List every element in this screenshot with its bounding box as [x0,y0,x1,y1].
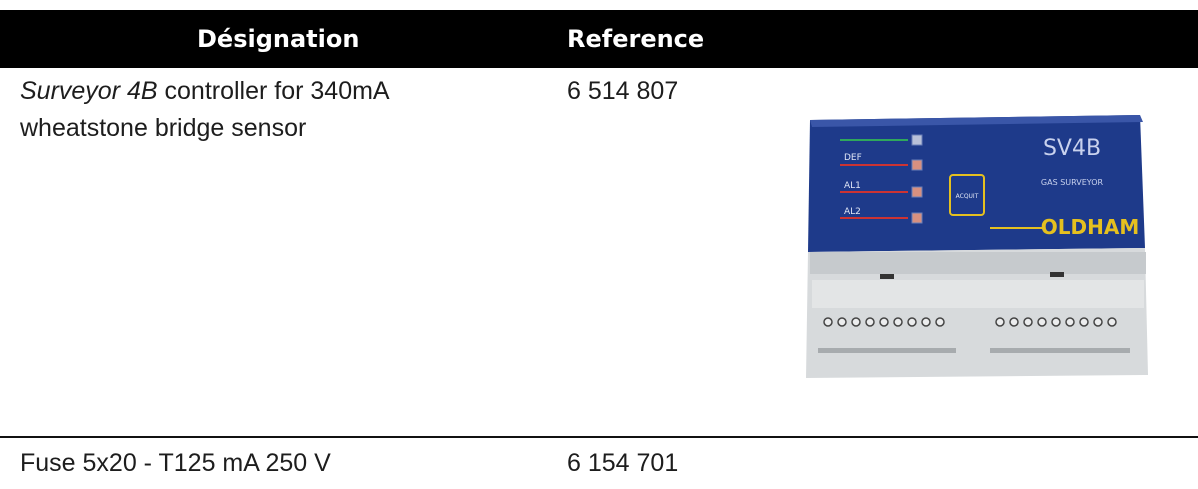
led-label-def: DEF [844,153,862,163]
acquit-button [949,174,985,216]
controller-device-image: DEF AL1 AL2 ACQUIT SV4B GAS SURVEYOR OLD… [806,115,1148,378]
device-subtitle: GAS SURVEYOR [1041,178,1104,187]
designation-cell: Fuse 5x20 - T125 mA 250 V [20,449,331,477]
acquit-label: ACQUIT [956,193,979,200]
header-reference: Reference [567,25,705,53]
header-designation: Désignation [197,25,360,53]
product-name: Surveyor 4B [20,77,158,105]
led-indicators: DEF AL1 AL2 [840,134,923,224]
brand-logo: OLDHAM [1041,215,1139,239]
row-divider [0,436,1198,438]
model-label: SV4B [1043,136,1101,161]
reference-cell: 6 154 701 [567,449,679,477]
led-label-al2: AL2 [844,207,861,217]
product-description: controller for 340mA [157,77,390,105]
reference-cell: 6 514 807 [567,77,679,105]
led-label-al1: AL1 [844,181,861,191]
product-description-line2: wheatstone bridge sensor [20,114,307,142]
terminal-block [823,317,1117,327]
designation-cell: Surveyor 4B controller for 340mA wheatst… [20,73,480,147]
table-header: Désignation Reference [0,10,1198,68]
